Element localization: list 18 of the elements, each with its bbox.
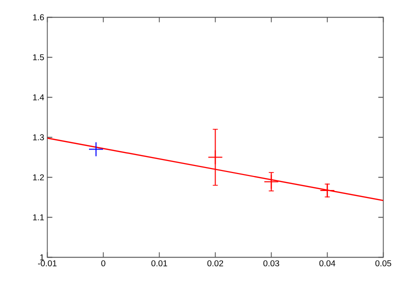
- x-tick-label: 0.04: [319, 260, 336, 266]
- y-tick-label: 1.2: [33, 174, 44, 180]
- point: [264, 174, 279, 190]
- x-tick-label: 0.05: [375, 260, 392, 266]
- y-tick-label: 1.1: [33, 214, 44, 220]
- y-tick-label: 1.5: [33, 54, 44, 60]
- point: [208, 150, 223, 165]
- point: [320, 183, 335, 198]
- y-tick-label: 1.3: [33, 134, 44, 140]
- x-tick-label: 0.02: [207, 260, 224, 266]
- y-tick-label: 1.4: [33, 94, 44, 100]
- x-tick-label: 0.03: [263, 260, 280, 266]
- y-tick-label: 1.6: [33, 14, 44, 20]
- x-tick-label: 0: [101, 260, 106, 266]
- x-tick-label: 0.01: [151, 260, 168, 266]
- point: [88, 142, 104, 157]
- x-tick-label: -0.01: [38, 260, 57, 266]
- y-tick-label: 1: [40, 254, 44, 260]
